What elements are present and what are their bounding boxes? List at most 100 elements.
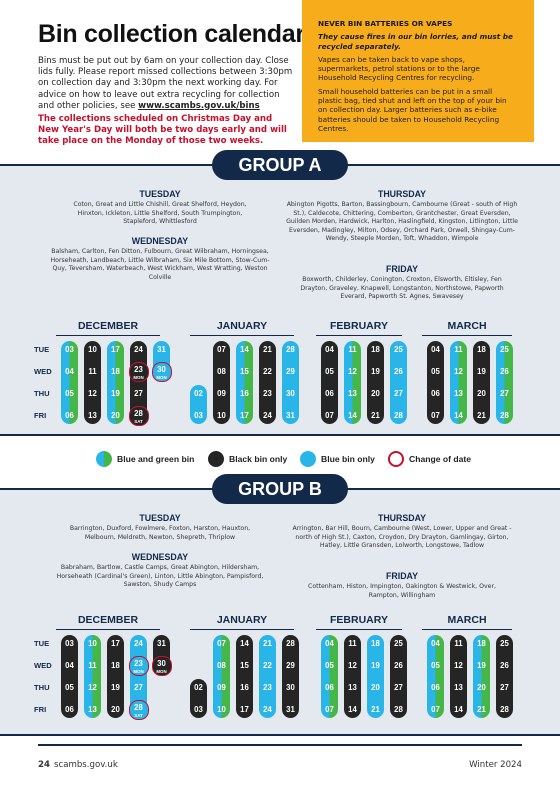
legend: Blue and green bin Black bin only Blue b… [0, 444, 560, 472]
group-b-date: 05 [431, 661, 440, 670]
group-a-date: 08 [217, 367, 226, 376]
group-a-date: 19 [371, 367, 380, 376]
group-a-date: 17 [240, 411, 249, 420]
group-a-date: 03 [65, 345, 74, 354]
group-a-date: 18 [477, 345, 486, 354]
group-b-date: 12 [88, 683, 97, 692]
group-b-week-column [190, 679, 207, 718]
group-a-date: 22 [263, 367, 272, 376]
group-a-thursday-areas: Abington Pigotts, Barton, Bassingbourn, … [286, 201, 518, 243]
group-a-date: 10 [217, 411, 226, 420]
group-b-date: 07 [217, 639, 226, 648]
group-a-weekday-fri: FRI [34, 411, 47, 420]
group-a-date: 07 [325, 411, 334, 420]
footer-rule [38, 744, 522, 746]
group-a-tuesday-heading: TUESDAY [139, 189, 181, 199]
group-a-week-column [367, 341, 384, 424]
group-b-date: 03 [194, 705, 203, 714]
group-b-date: 26 [394, 661, 403, 670]
group-b-date: 07 [431, 705, 440, 714]
group-b-date: 11 [348, 639, 357, 648]
warning-batteries-text: Small household batteries can be put in … [318, 86, 507, 133]
group-b-date: 21 [477, 705, 486, 714]
group-a-date: 06 [65, 411, 74, 420]
group-b-week-column [344, 635, 361, 718]
change-of-date-swatch [388, 451, 404, 467]
group-b-date: 27 [500, 683, 509, 692]
group-b-date: 21 [263, 639, 272, 648]
group-a-date: 05 [431, 367, 440, 376]
page-number: 24 [38, 760, 50, 770]
blue-bin-swatch [300, 451, 316, 467]
group-b-week-column [61, 635, 78, 718]
group-a-date: 11 [348, 345, 357, 354]
group-a-changed-date: 28 SAT [128, 405, 149, 426]
group-a-weekday-thu: THU [34, 389, 50, 398]
group-b-date: 27 [134, 683, 143, 692]
group-a-month-january: JANUARY [190, 320, 294, 336]
group-a-date: 06 [325, 389, 334, 398]
group-b-week-column [367, 635, 384, 718]
group-b-week-column [496, 635, 513, 718]
group-b-wednesday-areas: Babraham, Bartlow, Castle Camps, Great A… [56, 564, 264, 589]
group-a-date: 20 [371, 389, 380, 398]
group-b-thursday-heading: THURSDAY [377, 513, 427, 523]
group-b-friday-heading: FRIDAY [386, 571, 418, 581]
group-a-date: 20 [111, 411, 120, 420]
group-a-month-february: FEBRUARY [316, 320, 402, 336]
group-a-week-column [473, 341, 490, 424]
group-b-date: 13 [454, 683, 463, 692]
group-b-date: 25 [394, 639, 403, 648]
group-a-friday-areas: Boxworth, Childerley, Conington, Croxton… [300, 276, 504, 301]
group-b-date: 20 [477, 683, 486, 692]
group-b-date: 31 [286, 705, 295, 714]
group-b-date: 20 [111, 705, 120, 714]
date-number: 28 [134, 702, 143, 712]
group-a-changed-date: 23 MON [128, 361, 149, 382]
group-a-date: 29 [286, 367, 295, 376]
group-b-weekday-tue: TUE [34, 639, 50, 648]
group-a-date: 06 [431, 389, 440, 398]
group-a-date: 07 [431, 411, 440, 420]
blue-green-bin-swatch [96, 451, 112, 467]
group-b-date: 12 [454, 661, 463, 670]
holiday-note: The collections scheduled on Christmas D… [38, 114, 287, 147]
moved-day-label: MON [133, 668, 144, 674]
moved-day-label: MON [156, 668, 167, 674]
footer-site[interactable]: scambs.gov.uk [54, 760, 118, 770]
group-a-date: 11 [88, 367, 97, 376]
moved-day-label: SAT [134, 418, 143, 424]
group-a-weekday-wed: WED [34, 367, 52, 376]
group-a-date: 05 [325, 367, 334, 376]
group-b-date: 28 [394, 705, 403, 714]
group-b-date: 28 [286, 639, 295, 648]
group-a-date: 11 [454, 345, 463, 354]
group-a-date: 25 [394, 345, 403, 354]
group-a-date: 21 [477, 411, 486, 420]
date-number: 23 [134, 658, 143, 668]
group-b-date: 19 [371, 661, 380, 670]
group-a-wednesday-heading: WEDNESDAY [131, 236, 189, 246]
group-a-date: 31 [286, 411, 295, 420]
group-a-changed-date: 30 MON [151, 361, 172, 382]
warning-vapes-text: Vapes can be taken back to vape shops, s… [318, 54, 480, 83]
group-b-date: 13 [348, 683, 357, 692]
group-a-week-column [259, 341, 276, 424]
group-b-date: 27 [394, 683, 403, 692]
group-b-date: 24 [263, 705, 272, 714]
group-a-date: 20 [477, 389, 486, 398]
group-a-date: 24 [263, 411, 272, 420]
group-b-date: 16 [240, 683, 249, 692]
group-a-month-march: MARCH [422, 320, 512, 336]
group-b-changed-date: 28 SAT [128, 699, 149, 720]
bins-link[interactable]: www.scambs.gov.uk/bins [138, 100, 260, 111]
warning-heading: NEVER BIN BATTERIES OR VAPES [318, 19, 453, 28]
group-b-week-column [213, 635, 230, 718]
group-b-tuesday-heading: TUESDAY [139, 513, 181, 523]
group-b-date: 08 [217, 661, 226, 670]
group-b-date: 28 [500, 705, 509, 714]
group-a-week-column [344, 341, 361, 424]
group-b-week-column [390, 635, 407, 718]
group-b-date: 05 [65, 683, 74, 692]
